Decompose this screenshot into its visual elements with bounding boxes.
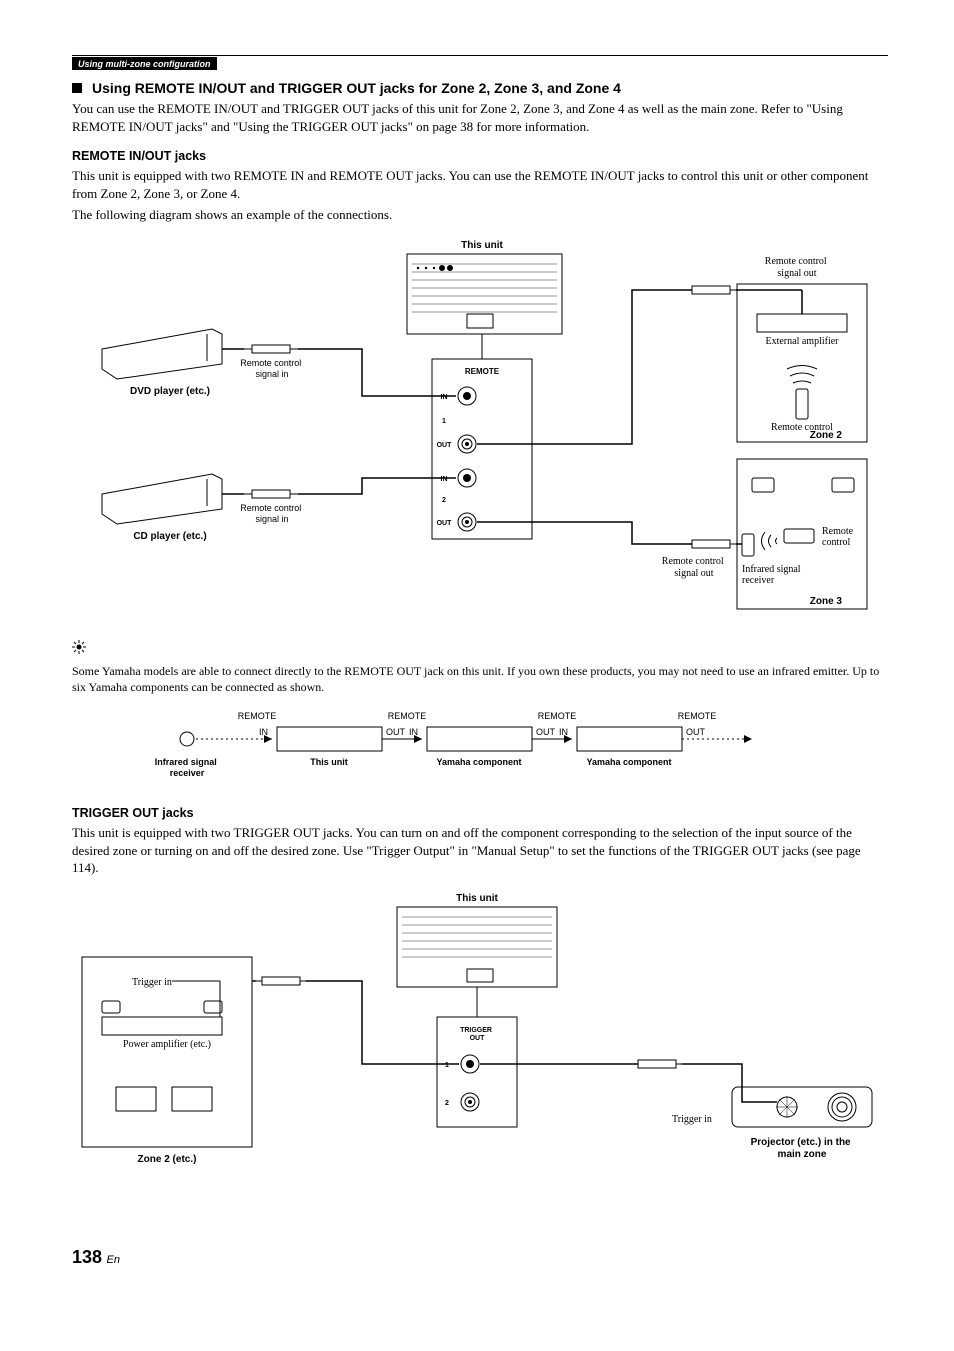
svg-text:DVD player (etc.): DVD player (etc.) [130,386,210,397]
svg-text:This unit: This unit [456,893,498,904]
svg-text:TRIGGER OUT: TRIGGER OUT [460,1027,494,1042]
svg-text:Zone 2 (etc.): Zone 2 (etc.) [138,1154,197,1165]
svg-text:OUT: OUT [437,520,453,527]
page-lang: En [107,1254,120,1266]
svg-text:IN: IN [409,727,418,737]
svg-text:REMOTE: REMOTE [678,711,717,721]
svg-text:Yamaha component: Yamaha component [586,757,671,767]
svg-text:Remote control signa: Remote control signal in [240,503,304,524]
svg-text:2: 2 [445,1100,449,1107]
svg-text:OUT: OUT [437,442,453,449]
svg-text:OUT: OUT [686,727,706,737]
svg-text:Power amplifier (etc.): Power amplifier (etc.) [123,1039,211,1050]
svg-text:Remote control signa: Remote control signal out [765,256,829,279]
cable-cd: Remote control signal in [222,478,456,524]
label-this-unit: This unit [461,240,503,251]
tip-icon [72,640,888,659]
svg-text:REMOTE: REMOTE [238,711,277,721]
svg-text:IN: IN [559,727,568,737]
page-footer: 138 En [72,1247,888,1268]
trigger-text: This unit is equipped with two TRIGGER O… [72,824,888,877]
header-tab: Using multi-zone configuration [72,57,217,70]
page-number: 138 [72,1247,102,1267]
svg-text:External amplifier: External amplifier [765,336,839,347]
remote-text2: The following diagram shows an example o… [72,206,888,224]
zone2-box: External amplifier Remote control Zone 2 [736,284,867,442]
cable-dvd: Remote control signal in [222,345,456,396]
svg-text:Zone 3: Zone 3 [810,596,843,607]
trigger-diagram: This unit TRIGGER OUT 1 [72,887,888,1187]
svg-text:Trigger in: Trigger in [132,977,172,988]
section-title-row: Using REMOTE IN/OUT and TRIGGER OUT jack… [72,80,888,96]
dvd-player-icon: DVD player (etc.) [102,329,222,397]
cd-player-icon: CD player (etc.) [102,474,222,542]
svg-text:IN: IN [441,476,448,483]
svg-text:CD player (etc.): CD player (etc.) [133,531,206,542]
projector-icon: Projector (etc.) in the main zone [732,1087,872,1160]
svg-text:1: 1 [445,1062,449,1069]
svg-text:2: 2 [442,497,446,504]
zone2-left-box: Power amplifier (etc.) Trigger in Zone 2… [82,957,252,1165]
remote-note: Some Yamaha models are able to connect d… [72,663,888,695]
chain-diagram: REMOTE REMOTE REMOTE REMOTE IN OUT IN OU… [72,707,888,792]
cable-trigger1 [252,977,459,1064]
svg-text:1: 1 [442,418,446,425]
svg-text:OUT: OUT [386,727,406,737]
remote-heading: REMOTE IN/OUT jacks [72,149,888,163]
bullet-square-icon [72,83,82,93]
svg-text:Infrared signal receiv: Infrared signal receiver [155,757,220,778]
remote-jack-panel: REMOTE IN 1 OUT IN 2 OUT [432,334,532,539]
svg-text:Projector (etc.) in the: Projector (etc.) in the main zone [751,1137,854,1160]
svg-text:This unit: This unit [310,757,348,767]
svg-text:IN: IN [259,727,268,737]
svg-text:Remote control signa: Remote control signal out [662,556,726,579]
header-bar: Using multi-zone configuration [72,55,888,70]
svg-text:REMOTE: REMOTE [538,711,577,721]
section-title: Using REMOTE IN/OUT and TRIGGER OUT jack… [92,80,621,96]
svg-text:Zone 2: Zone 2 [810,430,843,441]
remote-diagram: This unit REMOTE [72,234,888,634]
svg-text:REMOTE: REMOTE [388,711,427,721]
zone3-box: Remote control Infrared signal receiver … [736,459,867,609]
svg-text:Infrared signal rece: Infrared signal receiver [742,564,803,586]
cable-out2: Remote control signal out [477,522,736,579]
svg-text:IN: IN [441,394,448,401]
svg-text:Remote control: Remote control [822,526,856,548]
svg-text:Yamaha component: Yamaha component [436,757,521,767]
trigger-jack-panel: TRIGGER OUT 1 2 [437,1017,517,1127]
svg-text:Remote control signa: Remote control signal in [240,358,304,379]
remote-text1: This unit is equipped with two REMOTE IN… [72,167,888,202]
svg-text:Trigger in: Trigger in [672,1114,712,1125]
svg-text:OUT: OUT [536,727,556,737]
svg-text:REMOTE: REMOTE [465,367,500,376]
main-unit-icon-2 [397,907,557,987]
main-unit-icon [407,254,562,334]
trigger-heading: TRIGGER OUT jacks [72,806,888,820]
section-intro: You can use the REMOTE IN/OUT and TRIGGE… [72,100,888,135]
